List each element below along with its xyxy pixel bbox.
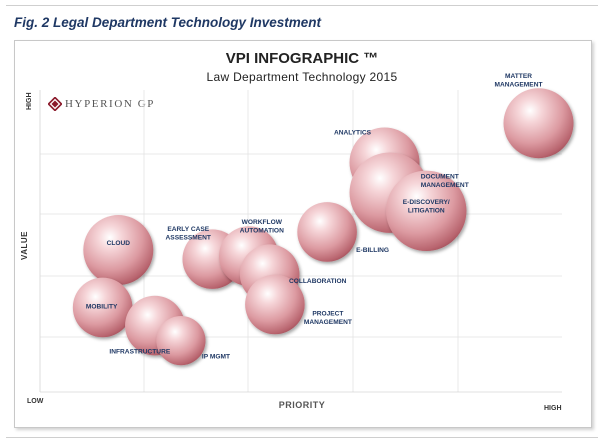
bubble-e-discovery-litigation [386, 170, 467, 251]
bubble-matter-management [503, 88, 574, 159]
bubble-label: COLLABORATION [289, 278, 347, 285]
bubble-label: E-BILLING [356, 247, 389, 254]
top-rule [6, 5, 598, 6]
bubble-ip-mgmt [156, 316, 206, 366]
bubble-label: MATTER MANAGEMENT [495, 73, 543, 89]
bubble-label: ANALYTICS [334, 129, 372, 136]
hyperion-logo: HYPERION GP [48, 96, 155, 112]
bubble-label: E-DISCOVERY/LITIGATION [403, 199, 450, 215]
bubble-label: EARLY CASE ASSESSMENT [166, 226, 211, 242]
bottom-rule [6, 437, 598, 438]
bubble-cloud [83, 215, 154, 286]
x-axis-high-label: HIGH [544, 405, 562, 412]
bubble-project-management [245, 274, 305, 335]
bubble-label: MOBILITY [86, 303, 118, 310]
hyperion-logo-icon [48, 97, 62, 111]
y-axis-high-label: HIGH [26, 92, 33, 111]
bubble-label: INFRASTRUCTURE [109, 349, 170, 356]
bubble-label: WORKFLOW AUTOMATION [240, 219, 284, 235]
bubble-mobility [72, 277, 133, 338]
chart-subtitle: Law Department Technology 2015 [206, 70, 398, 84]
bubble-label: IP MGMT [202, 354, 230, 361]
chart-title: VPI INFOGRAPHIC ™ [225, 50, 379, 67]
bubble-e-billing [297, 202, 357, 262]
bubble-label: DOCUMENT MANAGEMENT [421, 174, 469, 190]
x-axis-title: PRIORITY [278, 400, 326, 410]
x-axis-low-label: LOW [27, 398, 44, 405]
bubble-label: CLOUD [107, 240, 131, 247]
logo-text: HYPERION GP [65, 98, 156, 110]
figure-caption: Fig. 2 Legal Department Technology Inves… [14, 15, 322, 30]
bubble-label: PROJECT MANAGEMENT [304, 310, 352, 326]
y-axis-title: VALUE [20, 230, 29, 260]
